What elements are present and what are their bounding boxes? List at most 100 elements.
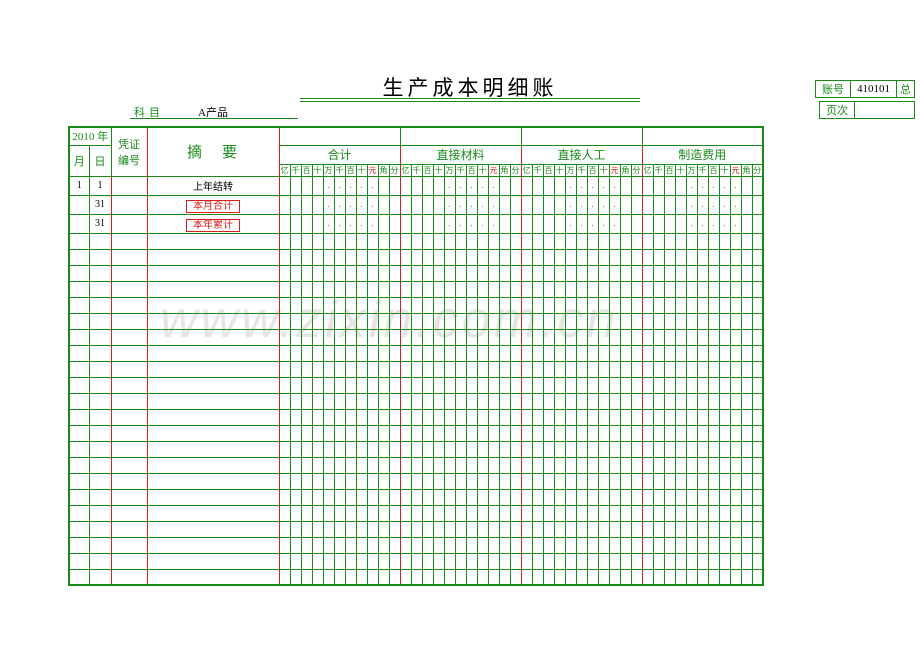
digit-cell bbox=[455, 457, 466, 473]
digit-cell bbox=[653, 377, 664, 393]
digit-cell bbox=[422, 409, 433, 425]
digit-cell bbox=[466, 489, 477, 505]
digit-cell bbox=[554, 377, 565, 393]
digit-cell bbox=[532, 233, 543, 249]
digit-cell bbox=[301, 329, 312, 345]
digit-cell bbox=[664, 214, 675, 233]
digit-header: 十 bbox=[356, 164, 367, 176]
digit-cell bbox=[488, 489, 499, 505]
digit-header: 亿 bbox=[400, 164, 411, 176]
digit-cell bbox=[411, 489, 422, 505]
digit-cell bbox=[312, 329, 323, 345]
digit-cell bbox=[444, 569, 455, 585]
digit-cell bbox=[312, 537, 323, 553]
digit-cell bbox=[301, 409, 312, 425]
digit-cell bbox=[697, 233, 708, 249]
digit-cell bbox=[543, 214, 554, 233]
digit-cell bbox=[389, 393, 400, 409]
cell-month bbox=[69, 569, 89, 585]
cell-summary bbox=[147, 505, 279, 521]
cell-summary bbox=[147, 425, 279, 441]
digit-cell bbox=[367, 473, 378, 489]
digit-cell bbox=[290, 249, 301, 265]
digit-cell bbox=[477, 329, 488, 345]
page-number: 页次 bbox=[819, 101, 915, 119]
digit-cell bbox=[422, 553, 433, 569]
digit-cell bbox=[444, 297, 455, 313]
digit-cell bbox=[290, 457, 301, 473]
digit-cell bbox=[279, 176, 290, 195]
digit-cell bbox=[620, 409, 631, 425]
digit-cell bbox=[752, 473, 763, 489]
digit-cell bbox=[312, 377, 323, 393]
digit-cell bbox=[422, 569, 433, 585]
digit-cell bbox=[576, 473, 587, 489]
digit-cell bbox=[301, 537, 312, 553]
digit-cell bbox=[543, 393, 554, 409]
digit-cell bbox=[488, 505, 499, 521]
digit-cell bbox=[642, 409, 653, 425]
digit-cell bbox=[554, 569, 565, 585]
digit-cell bbox=[653, 473, 664, 489]
digit-cell bbox=[730, 377, 741, 393]
digit-cell bbox=[477, 457, 488, 473]
cell-voucher bbox=[111, 377, 147, 393]
digit-cell: · bbox=[334, 176, 345, 195]
digit-cell bbox=[312, 425, 323, 441]
digit-cell bbox=[686, 537, 697, 553]
digit-cell bbox=[290, 195, 301, 214]
digit-cell bbox=[686, 425, 697, 441]
digit-cell bbox=[433, 313, 444, 329]
digit-cell: · bbox=[356, 214, 367, 233]
digit-cell bbox=[290, 489, 301, 505]
digit-cell bbox=[488, 361, 499, 377]
digit-cell bbox=[323, 297, 334, 313]
digit-cell bbox=[664, 553, 675, 569]
digit-cell bbox=[433, 377, 444, 393]
digit-cell: · bbox=[565, 176, 576, 195]
digit-cell bbox=[466, 473, 477, 489]
digit-cell bbox=[422, 441, 433, 457]
digit-cell bbox=[631, 313, 642, 329]
digit-cell bbox=[697, 281, 708, 297]
digit-cell bbox=[356, 505, 367, 521]
digit-cell bbox=[444, 265, 455, 281]
cell-voucher bbox=[111, 313, 147, 329]
digit-cell bbox=[741, 249, 752, 265]
digit-cell bbox=[422, 313, 433, 329]
digit-cell bbox=[488, 313, 499, 329]
digit-cell bbox=[598, 553, 609, 569]
digit-cell bbox=[752, 297, 763, 313]
digit-cell bbox=[741, 297, 752, 313]
digit-cell: · bbox=[576, 214, 587, 233]
digit-cell bbox=[730, 473, 741, 489]
digit-cell bbox=[730, 553, 741, 569]
digit-cell bbox=[576, 249, 587, 265]
digit-cell bbox=[411, 409, 422, 425]
digit-cell bbox=[609, 473, 620, 489]
digit-cell bbox=[532, 265, 543, 281]
digit-cell bbox=[719, 409, 730, 425]
cell-summary bbox=[147, 441, 279, 457]
digit-cell bbox=[477, 313, 488, 329]
digit-cell bbox=[301, 313, 312, 329]
digit-cell bbox=[334, 329, 345, 345]
digit-cell bbox=[510, 473, 521, 489]
digit-cell bbox=[422, 233, 433, 249]
digit-cell bbox=[554, 441, 565, 457]
digit-cell bbox=[664, 393, 675, 409]
digit-cell bbox=[510, 281, 521, 297]
digit-cell bbox=[554, 176, 565, 195]
digit-cell bbox=[620, 195, 631, 214]
digit-cell bbox=[631, 409, 642, 425]
cell-voucher bbox=[111, 441, 147, 457]
digit-cell bbox=[554, 233, 565, 249]
digit-cell bbox=[290, 537, 301, 553]
digit-cell bbox=[741, 537, 752, 553]
digit-cell bbox=[378, 345, 389, 361]
digit-cell bbox=[334, 313, 345, 329]
digit-cell bbox=[488, 409, 499, 425]
digit-cell bbox=[334, 249, 345, 265]
digit-cell bbox=[279, 393, 290, 409]
digit-cell bbox=[532, 345, 543, 361]
